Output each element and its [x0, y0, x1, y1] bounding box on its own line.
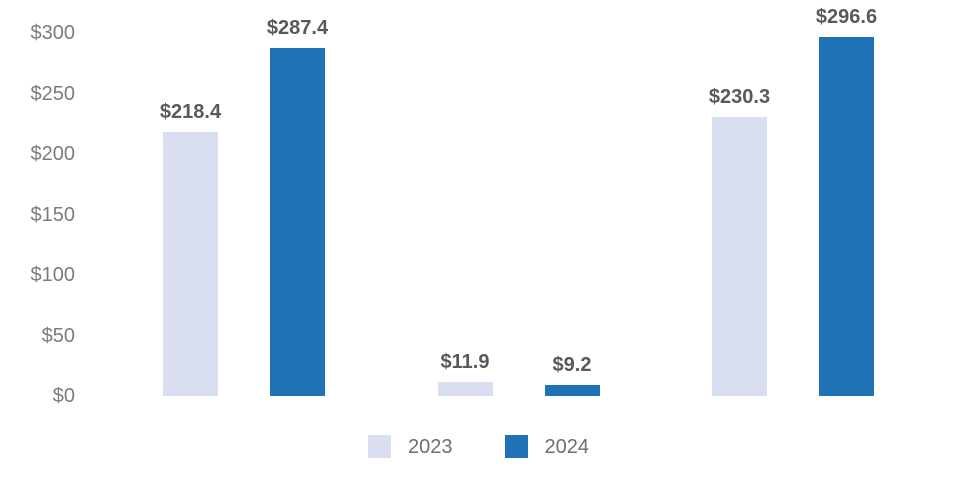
y-axis-tick-label: $50: [41, 324, 75, 347]
bar-2023-group-3: [712, 117, 767, 396]
legend-item-2024: 2024: [504, 435, 590, 458]
legend-swatch-2024: [504, 435, 528, 458]
bar-2024-group-3: [819, 37, 874, 396]
legend-item-2023: 2023: [368, 435, 453, 458]
bar-value-label: $287.4: [266, 17, 329, 40]
legend: 2023 2024: [368, 435, 589, 458]
y-axis-tick-label: $0: [52, 385, 75, 407]
y-axis-tick-label: $200: [30, 143, 76, 165]
bar-value-label: $11.9: [440, 350, 490, 373]
bar-2024-group-1: [270, 48, 325, 396]
bar-value-label: $296.6: [815, 6, 878, 29]
legend-label-2024: 2024: [544, 435, 590, 458]
legend-swatch-2023: [368, 435, 391, 458]
bar-2023-group-2: [437, 381, 493, 396]
bar-value-label: $230.3: [708, 86, 771, 109]
bar-value-label: $9.2: [552, 353, 592, 376]
bar-value-label: $218.4: [159, 100, 222, 123]
legend-label-2023: 2023: [408, 435, 453, 458]
y-axis-tick-label: $150: [30, 203, 76, 226]
y-axis-tick-label: $100: [30, 264, 76, 286]
y-axis-tick-label: $250: [30, 82, 76, 105]
bar-2024-group-2: [544, 384, 600, 396]
y-axis-tick-label: $300: [30, 22, 76, 44]
bar-2023-group-1: [163, 131, 218, 396]
